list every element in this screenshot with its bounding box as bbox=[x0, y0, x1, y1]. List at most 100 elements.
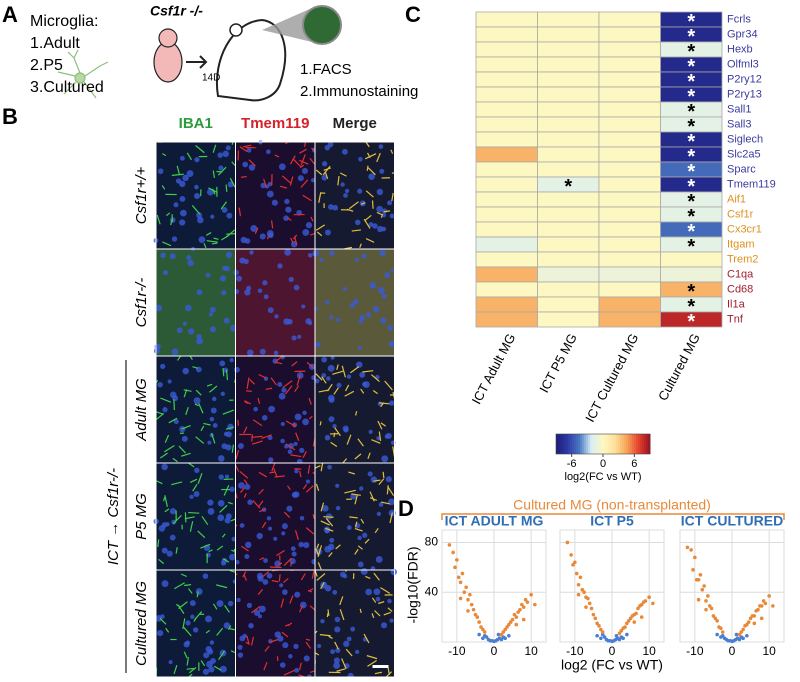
nucleus bbox=[170, 535, 176, 541]
nucleus bbox=[187, 170, 194, 177]
gene-point bbox=[634, 612, 638, 616]
nucleus bbox=[229, 487, 234, 492]
gene-point bbox=[691, 568, 695, 572]
heatmap-cell bbox=[476, 132, 538, 147]
interval-label: 14D bbox=[202, 73, 220, 84]
gene-label: Sall1 bbox=[727, 103, 751, 115]
nucleus bbox=[369, 430, 373, 434]
gene-label: Siglech bbox=[727, 133, 763, 145]
heatmap-cell bbox=[538, 162, 600, 177]
nucleus bbox=[350, 627, 355, 632]
gene-label: P2ry12 bbox=[727, 73, 762, 85]
nucleus bbox=[294, 469, 298, 473]
gene-point bbox=[566, 541, 570, 545]
nucleus bbox=[241, 237, 247, 243]
nucleus bbox=[210, 215, 214, 219]
nucleus bbox=[376, 206, 383, 213]
heatmap-cell bbox=[476, 282, 538, 297]
plot-title: ICT P5 bbox=[590, 513, 634, 529]
nucleus bbox=[247, 499, 253, 505]
nucleus bbox=[284, 249, 291, 256]
process bbox=[323, 517, 333, 518]
heatmap-cell bbox=[538, 147, 600, 162]
nucleus bbox=[357, 536, 361, 540]
gene-point bbox=[741, 628, 745, 632]
nucleus bbox=[160, 252, 166, 258]
micrograph bbox=[234, 355, 316, 465]
gene-label: Sall3 bbox=[727, 118, 751, 130]
heatmap-cell bbox=[538, 222, 600, 237]
nucleus bbox=[207, 499, 213, 505]
process bbox=[373, 200, 374, 208]
nucleus bbox=[372, 223, 377, 228]
nucleus bbox=[304, 655, 310, 661]
x-tick-label: 0 bbox=[729, 644, 736, 658]
nucleus bbox=[294, 442, 298, 446]
nucleus bbox=[315, 342, 321, 348]
nucleus bbox=[389, 400, 394, 405]
nucleus bbox=[274, 351, 278, 355]
heatmap-cell bbox=[476, 207, 538, 222]
nucleus bbox=[207, 649, 213, 655]
heatmap-cell bbox=[476, 162, 538, 177]
nucleus bbox=[225, 517, 231, 523]
nucleus bbox=[217, 152, 223, 158]
process bbox=[383, 472, 384, 479]
gene-point bbox=[651, 602, 655, 606]
micrograph bbox=[315, 142, 395, 249]
gene-label: Tnf bbox=[727, 313, 744, 325]
gene-point bbox=[697, 578, 701, 582]
nucleus bbox=[180, 210, 187, 217]
nucleus bbox=[362, 382, 367, 387]
gene-label: Itgam bbox=[727, 238, 755, 250]
heatmap-cell bbox=[538, 282, 600, 297]
nucleus bbox=[247, 603, 252, 608]
nucleus bbox=[358, 157, 363, 162]
nucleus bbox=[154, 348, 160, 354]
nucleus bbox=[361, 568, 368, 575]
heatmap-cell bbox=[599, 282, 661, 297]
micrograph-bg bbox=[156, 570, 236, 677]
nucleus bbox=[217, 514, 224, 521]
y-axis-label: -log10(FDR) bbox=[405, 546, 421, 623]
process bbox=[174, 399, 175, 410]
heatmap-cell bbox=[476, 192, 538, 207]
nucleus bbox=[279, 163, 286, 170]
nucleus bbox=[248, 623, 253, 628]
colorbar-tick-label: -6 bbox=[567, 458, 577, 470]
nucleus bbox=[173, 202, 178, 207]
heatmap-cell bbox=[538, 132, 600, 147]
gene-label: Fcrls bbox=[727, 13, 751, 25]
nucleus bbox=[332, 424, 336, 428]
nucleus bbox=[160, 364, 165, 369]
gene-label: Il1a bbox=[727, 298, 746, 310]
heatmap-cell bbox=[476, 147, 538, 162]
nucleus bbox=[292, 552, 297, 557]
heatmap-cell bbox=[538, 192, 600, 207]
significance-star: * bbox=[687, 311, 695, 333]
gene-point bbox=[689, 548, 693, 552]
gene-label: Cx3cr1 bbox=[727, 223, 762, 235]
nucleus bbox=[267, 516, 271, 520]
gene-point bbox=[455, 558, 459, 562]
nucleus bbox=[249, 250, 253, 254]
nucleus bbox=[342, 149, 348, 155]
nucleus bbox=[324, 546, 331, 553]
y-tick-label: 80 bbox=[425, 535, 439, 549]
heatmap-cell bbox=[599, 12, 661, 27]
gene-point bbox=[472, 608, 476, 612]
nucleus bbox=[196, 588, 203, 595]
heatmap-cell bbox=[599, 177, 661, 192]
heatmap-cell bbox=[538, 27, 600, 42]
nucleus bbox=[179, 219, 185, 225]
nucleus bbox=[240, 523, 245, 528]
nucleus bbox=[242, 162, 248, 168]
nucleus bbox=[286, 506, 292, 512]
nucleus bbox=[355, 650, 359, 654]
panel-label: A bbox=[2, 2, 18, 27]
heatmap-cell bbox=[476, 312, 538, 327]
heatmap-cell bbox=[599, 162, 661, 177]
nucleus bbox=[308, 321, 312, 325]
process bbox=[188, 513, 199, 514]
